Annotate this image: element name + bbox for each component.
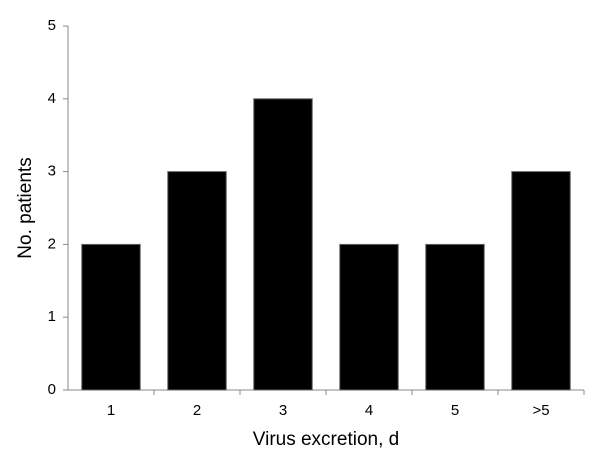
bar [425, 243, 485, 391]
x-tick-label: 5 [451, 402, 459, 419]
x-tick-label: 4 [365, 402, 373, 419]
x-tick-label: 2 [193, 402, 201, 419]
bar [511, 171, 571, 391]
y-tick-label: 0 [48, 381, 56, 398]
x-axis-title: Virus excretion, d [253, 429, 399, 450]
x-tick-label: 3 [279, 402, 287, 419]
x-tick-label: >5 [532, 402, 549, 419]
y-tick-label: 5 [48, 17, 56, 34]
y-tick-label: 1 [48, 308, 56, 325]
bar [339, 243, 399, 391]
bar [167, 171, 227, 391]
bar [81, 243, 141, 391]
y-tick-label: 4 [48, 90, 56, 107]
y-tick-label: 2 [48, 235, 56, 252]
y-axis-title: No. patients [15, 157, 36, 258]
bar [253, 98, 313, 391]
y-tick-label: 3 [48, 163, 56, 180]
x-tick-label: 1 [107, 402, 115, 419]
